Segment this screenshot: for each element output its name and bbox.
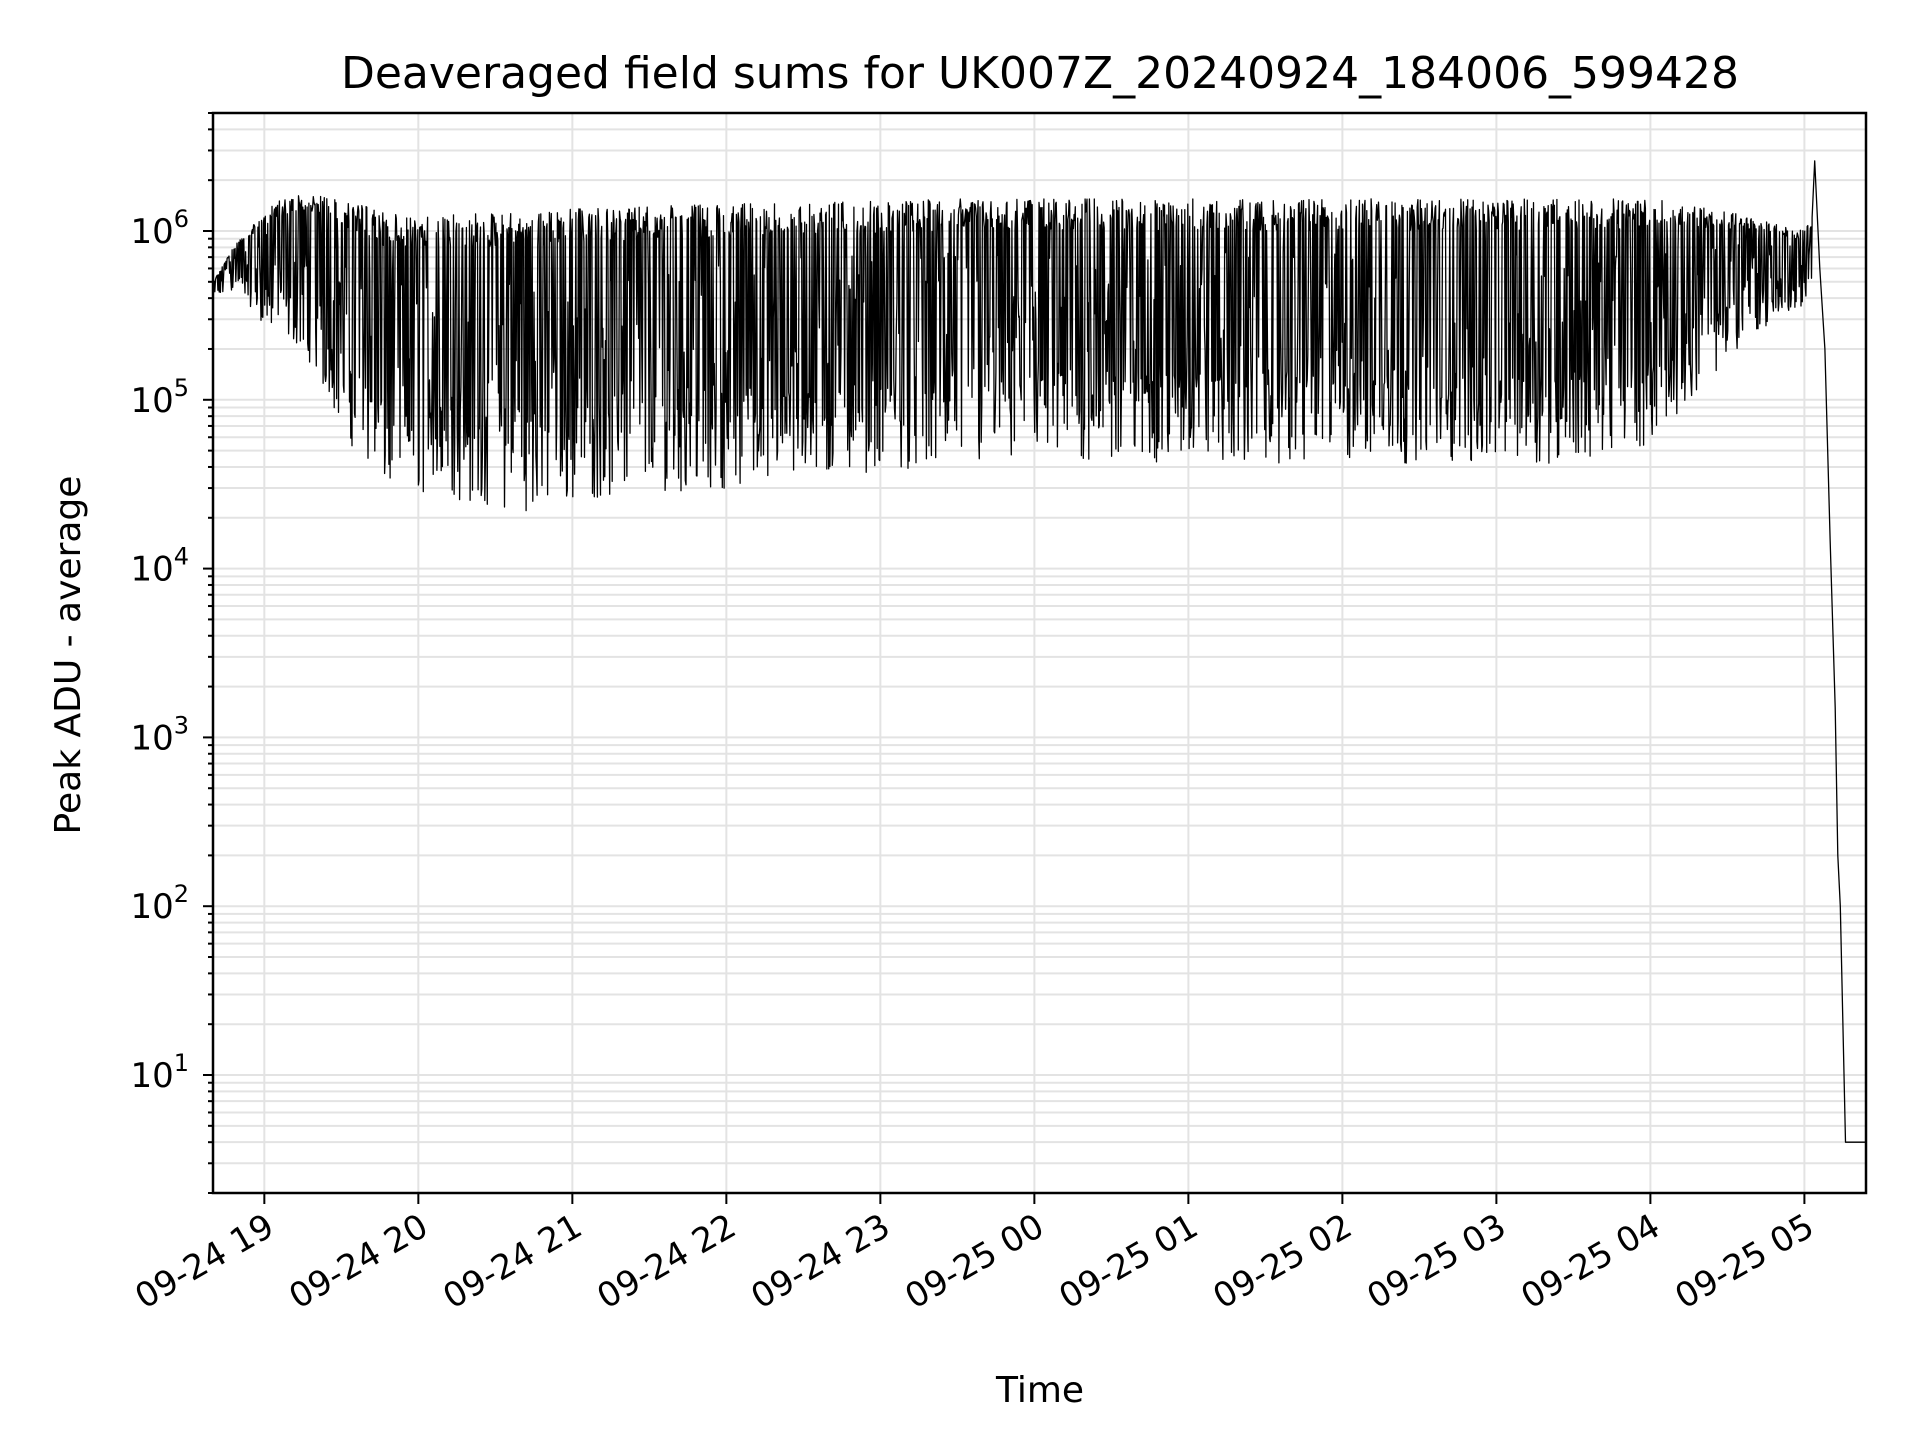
y-tick-base: 10 [130,381,173,421]
y-tick-label: 102 [130,880,189,927]
y-tick-exponent: 5 [174,374,189,402]
y-tick-base: 10 [130,718,173,758]
y-tick-label: 101 [130,1049,189,1096]
y-tick-base: 10 [130,212,173,252]
y-tick-exponent: 6 [174,205,189,233]
y-tick-exponent: 1 [174,1049,189,1077]
y-tick-label: 104 [130,543,189,590]
y-tick-label: 105 [130,374,189,421]
axes-frame [211,111,1868,1195]
y-axis-label: Peak ADU - average [48,476,89,835]
y-tick-label: 103 [130,711,189,758]
y-tick-base: 10 [130,887,173,927]
y-tick-base: 10 [130,1056,173,1096]
x-axis-label: Time [995,1370,1084,1411]
y-tick-exponent: 4 [174,543,189,571]
y-tick-label: 106 [130,205,189,252]
plot-area [212,160,1866,1143]
y-tick-exponent: 3 [174,711,189,739]
y-tick-base: 10 [130,550,173,590]
y-tick-exponent: 2 [174,880,189,908]
chart-title: Deaveraged field sums for UK007Z_2024092… [341,48,1739,99]
series-line [212,160,1866,1143]
